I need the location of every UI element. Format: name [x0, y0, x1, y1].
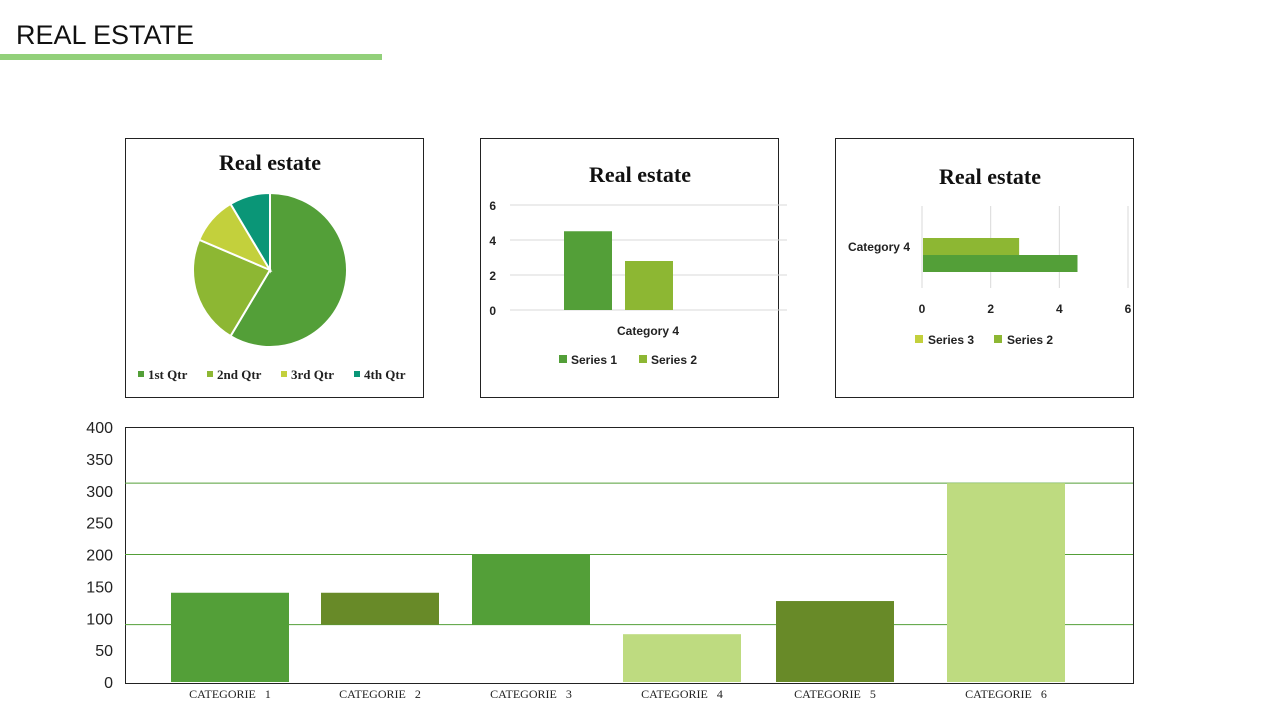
pie-slice [192, 238, 272, 338]
legend-label: Series 1 [571, 353, 617, 367]
bar [923, 238, 1020, 255]
y-category-label: Category 4 [848, 240, 910, 254]
y-tick-label: 300 [86, 484, 113, 501]
legend-label: Series 2 [651, 353, 697, 367]
x-category-label: CATEGORIE 1 [189, 687, 271, 701]
title-underline [0, 54, 382, 60]
y-tick-label: 100 [86, 611, 113, 628]
legend-swatch [994, 335, 1002, 343]
legend-swatch [207, 371, 213, 377]
y-tick-label: 250 [86, 516, 113, 533]
legend-label: Series 3 [928, 333, 974, 347]
x-tick-label: 2 [987, 302, 994, 316]
bar [623, 634, 741, 682]
pie-slice [229, 191, 271, 274]
y-tick-label: 0 [104, 675, 113, 692]
bar [321, 592, 439, 625]
bar [472, 554, 590, 625]
bar [625, 261, 673, 310]
y-tick-label: 400 [86, 420, 113, 437]
bar [923, 255, 1078, 272]
y-tick-label: 50 [95, 643, 113, 660]
legend-label: 4th Qtr [364, 367, 406, 382]
legend-swatch [915, 335, 923, 343]
legend-swatch [559, 355, 567, 363]
pie-chart-title: Real estate [219, 150, 321, 175]
bar [171, 592, 289, 682]
y-tick-label: 4 [489, 234, 496, 248]
x-tick-label: 4 [1056, 302, 1063, 316]
bar [947, 483, 1065, 682]
column-chart-title: Real estate [589, 162, 691, 187]
bar [776, 601, 894, 682]
bar-chart-title: Real estate [939, 164, 1041, 189]
legend-swatch [354, 371, 360, 377]
y-tick-label: 2 [489, 269, 496, 283]
x-tick-label: 0 [919, 302, 926, 316]
legend-swatch [138, 371, 144, 377]
bar [564, 231, 612, 310]
legend-label: Series 2 [1007, 333, 1053, 347]
y-tick-label: 0 [489, 304, 496, 318]
y-tick-label: 6 [489, 199, 496, 213]
pie-slice [229, 191, 348, 348]
x-category-label: CATEGORIE 6 [965, 687, 1047, 701]
x-category-label: CATEGORIE 3 [490, 687, 572, 701]
x-tick-label: 6 [1125, 302, 1132, 316]
legend-swatch [639, 355, 647, 363]
legend-label: 3rd Qtr [291, 367, 334, 382]
x-category-label: Category 4 [617, 324, 679, 338]
y-tick-label: 150 [86, 579, 113, 596]
legend-label: 1st Qtr [148, 367, 188, 382]
legend-label: 2nd Qtr [217, 367, 262, 382]
y-tick-label: 200 [86, 548, 113, 565]
y-tick-label: 350 [86, 452, 113, 469]
x-category-label: CATEGORIE 5 [794, 687, 876, 701]
legend-swatch [281, 371, 287, 377]
x-category-label: CATEGORIE 2 [339, 687, 421, 701]
page-title: REAL ESTATE [16, 20, 195, 50]
x-category-label: CATEGORIE 4 [641, 687, 723, 701]
